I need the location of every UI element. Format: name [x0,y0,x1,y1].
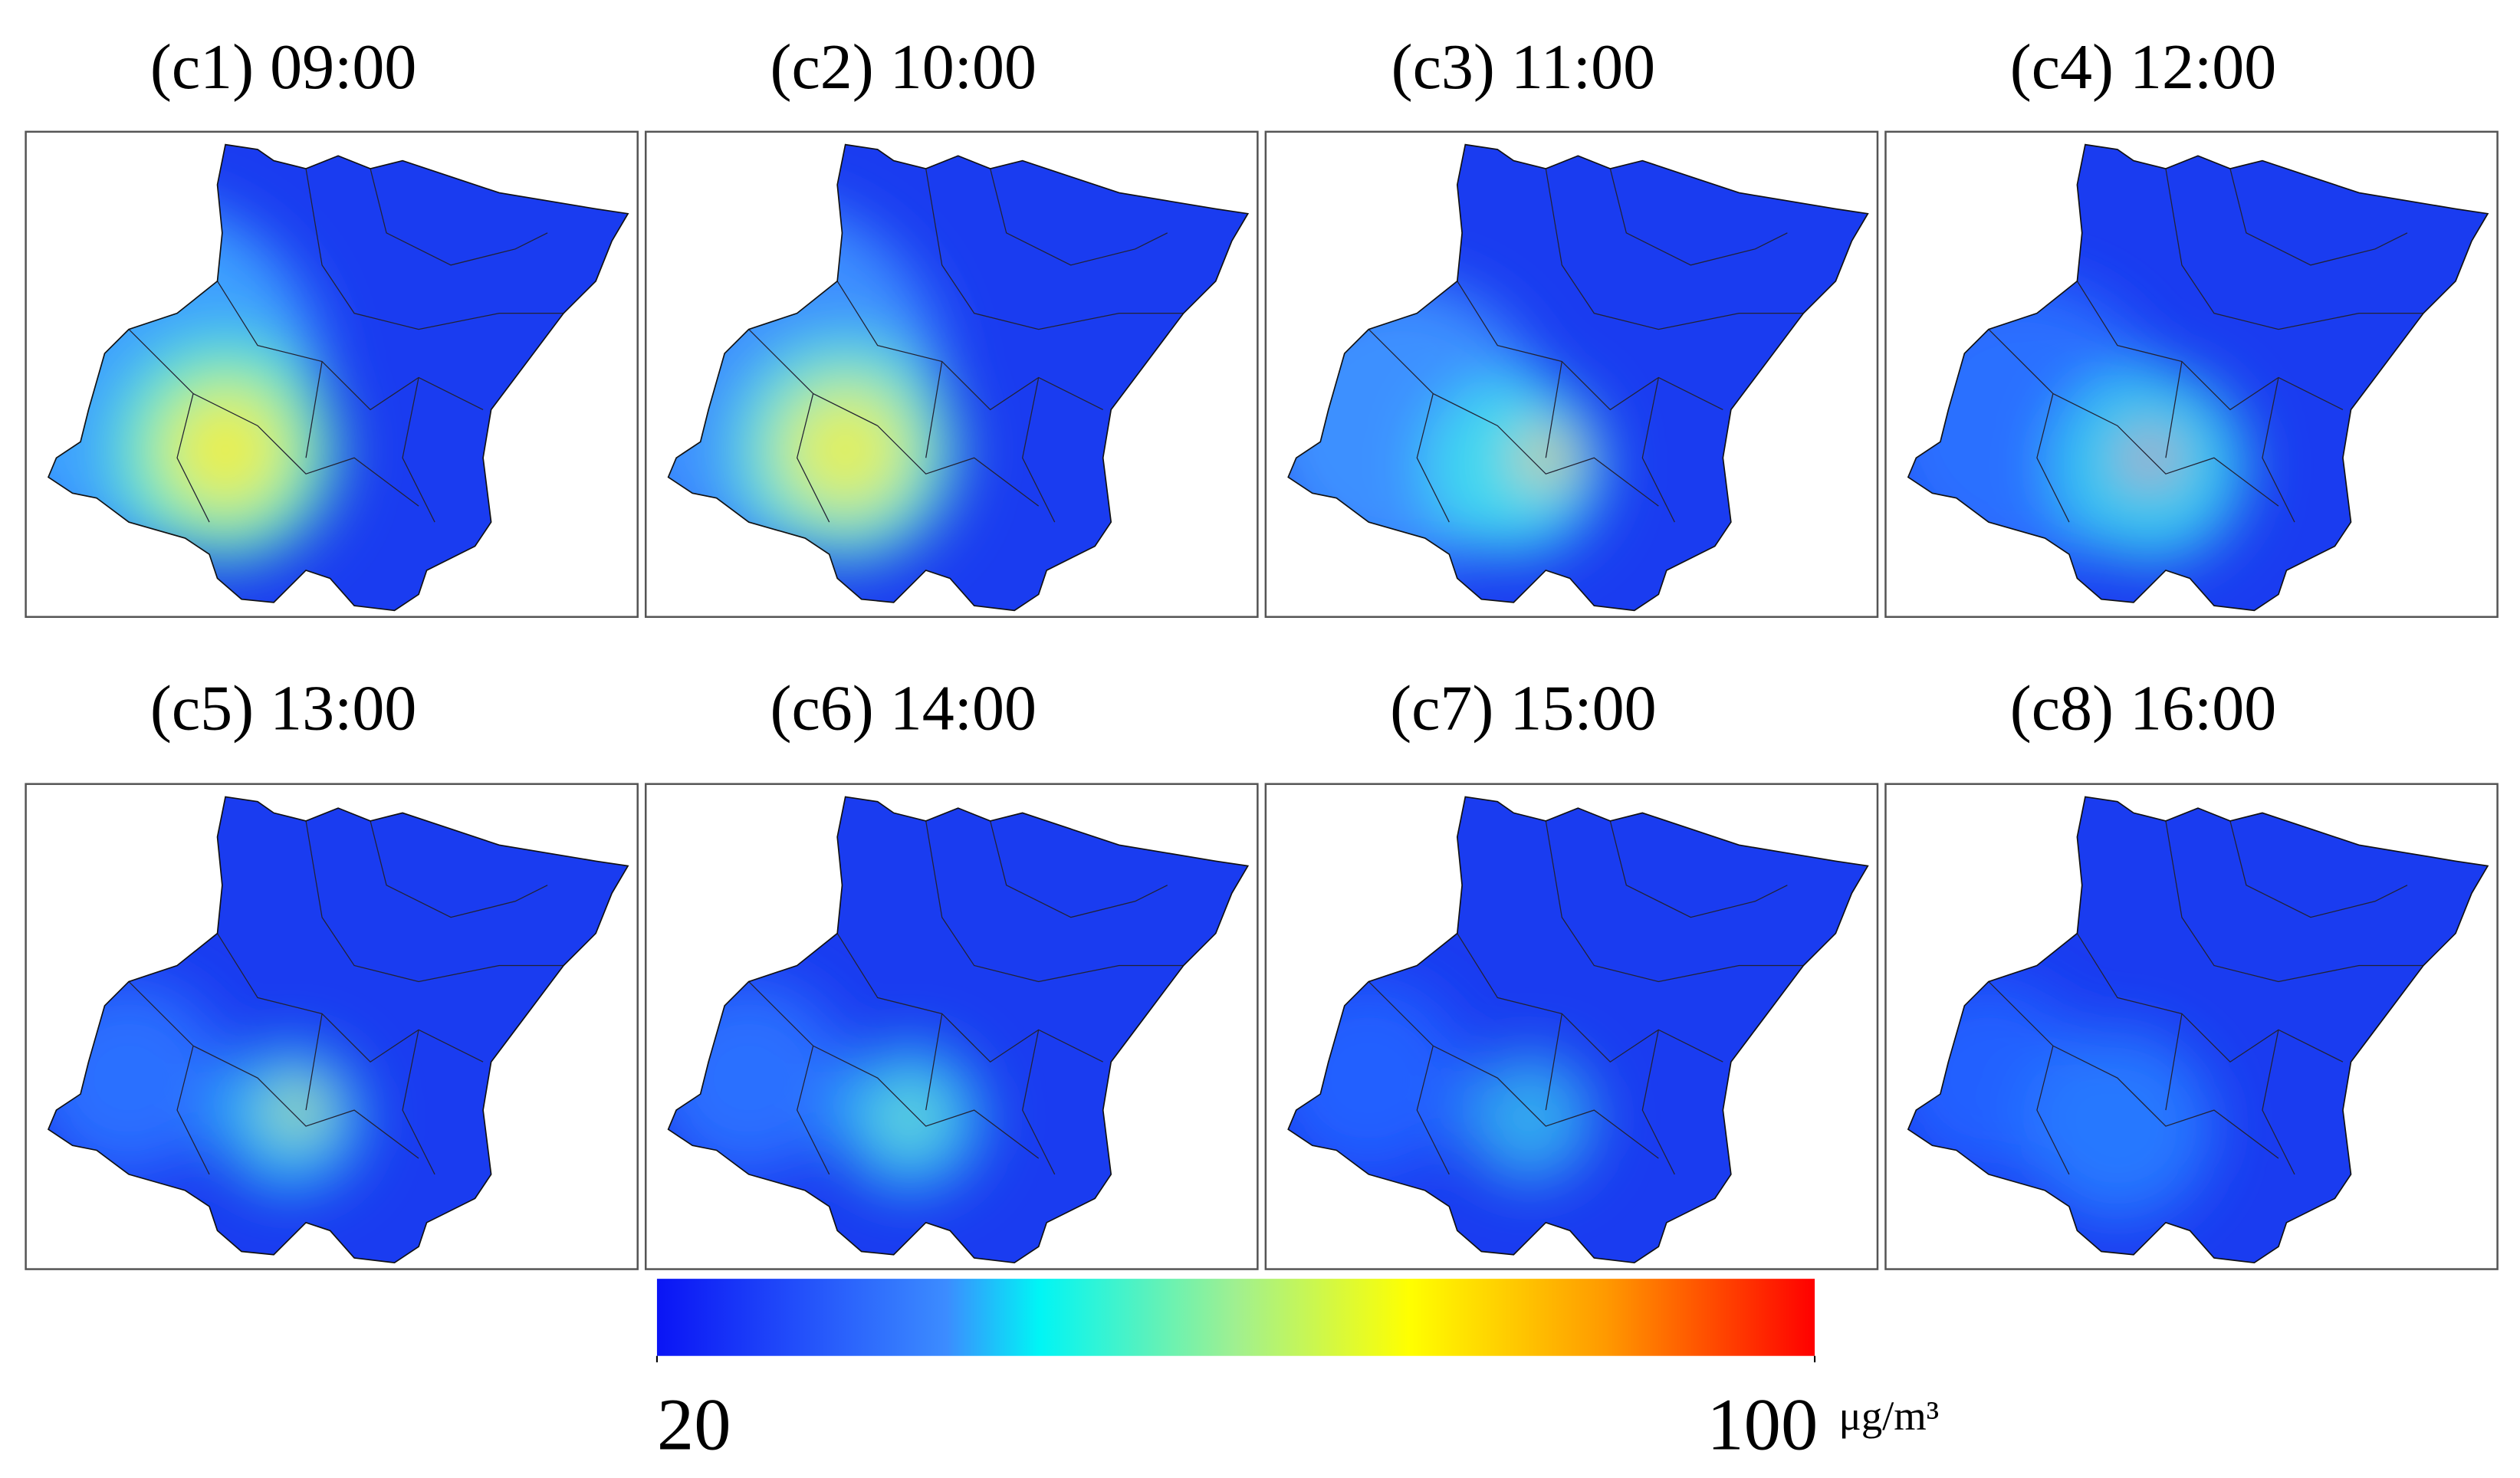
colorbar [656,1279,1815,1356]
map-panel [644,783,1259,1270]
colorbar-axis: 20 100 [655,1355,1818,1465]
colorbar-tick-label: 20 [657,1383,731,1465]
map-panel [1884,783,2499,1270]
panel-label: (c6) 14:00 [770,673,1037,744]
hotspot [161,385,291,514]
map-panel [1264,783,1879,1270]
hotspot [1465,1053,1595,1183]
panel-label: (c4) 12:00 [2010,31,2277,103]
colorbar-tick-label: 100 [1707,1383,1818,1465]
map-panel [25,783,639,1270]
district-borders [748,820,1184,1175]
district-borders [1368,820,1804,1175]
panel-label: (c7) 15:00 [1390,673,1657,744]
panel-label: (c5) 13:00 [150,673,417,744]
panel-label: (c2) 10:00 [770,31,1037,103]
district-borders [748,168,1184,523]
district-borders [1988,168,2423,523]
colorbar-unit: μg/m³ [1839,1392,1940,1439]
district-borders [128,168,564,523]
map-panel [1264,130,1879,618]
hotspot [780,385,910,514]
hotspot [275,1087,320,1133]
hotspot [887,1095,933,1141]
district-borders [128,820,564,1175]
district-borders [1988,820,2423,1175]
panels: (c1) 09:00 (c2) 10:00 (c3) 11:00 (c4) 12:00… [25,31,2499,1270]
panel-label: (c1) 09:00 [150,31,417,103]
panel-label: (c8) 16:00 [2010,673,2277,744]
hotspot [1424,377,1602,554]
district-borders [1368,168,1804,523]
map-panel [25,130,639,618]
map-panel [644,130,1259,618]
map-panel [1884,130,2499,618]
panel-label: (c3) 11:00 [1391,31,1655,103]
hotspot [1520,432,1572,484]
